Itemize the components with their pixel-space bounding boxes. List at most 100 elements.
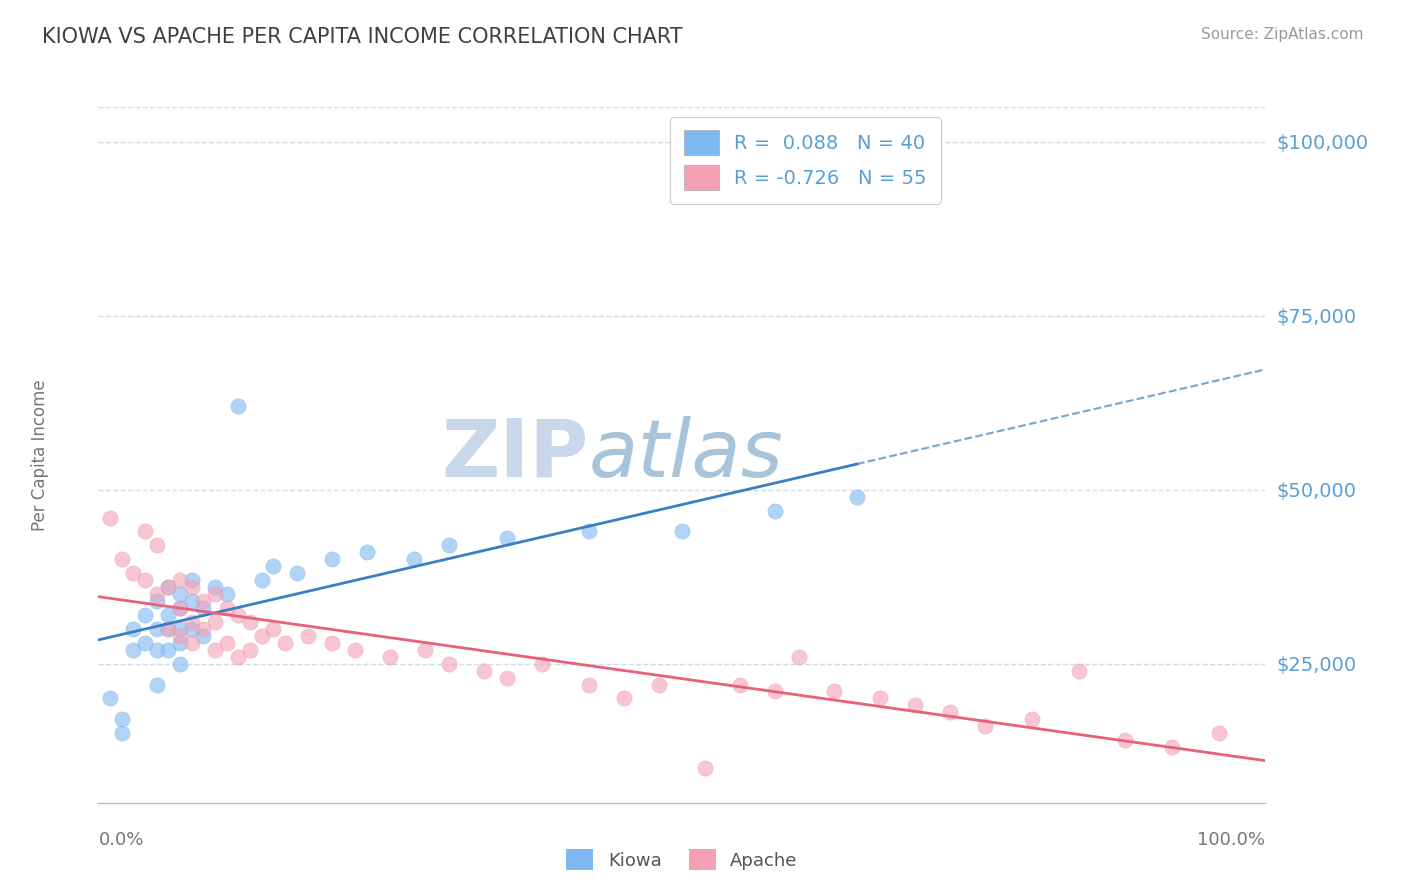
Point [169,622,191,636]
Point [169,636,191,650]
Point [146,677,169,691]
Point [1021,712,1043,726]
Point [180,636,202,650]
Point [193,629,215,643]
Point [146,622,169,636]
Point [204,587,226,601]
Point [823,684,845,698]
Point [613,691,636,706]
Text: KIOWA VS APACHE PER CAPITA INCOME CORRELATION CHART: KIOWA VS APACHE PER CAPITA INCOME CORREL… [42,27,683,46]
Text: 100.0%: 100.0% [1198,830,1265,848]
Point [228,649,250,664]
Point [169,601,191,615]
Point [495,671,517,685]
Point [869,691,891,706]
Point [671,524,693,539]
Text: atlas: atlas [589,416,783,494]
Point [157,580,180,594]
Point [974,719,997,733]
Point [146,594,169,608]
Point [904,698,927,713]
Point [98,510,121,524]
Point [239,642,262,657]
Point [204,580,226,594]
Point [193,594,215,608]
Point [134,573,156,587]
Point [180,580,202,594]
Point [250,573,273,587]
Point [157,580,180,594]
Point [98,691,121,706]
Point [111,712,134,726]
Point [530,657,553,671]
Point [297,629,319,643]
Point [437,657,460,671]
Point [250,629,273,643]
Point [402,552,425,566]
Point [157,622,180,636]
Point [122,566,145,581]
Point [578,524,600,539]
Point [1161,740,1184,755]
Point [111,726,134,740]
Legend: R =  0.088   N = 40, R = -0.726   N = 55: R = 0.088 N = 40, R = -0.726 N = 55 [671,117,941,203]
Point [274,636,297,650]
Point [180,622,202,636]
Point [193,601,215,615]
Point [146,642,169,657]
Point [157,622,180,636]
Point [356,545,378,559]
Point [495,532,517,546]
Point [180,573,202,587]
Point [578,677,600,691]
Point [204,615,226,629]
Point [730,677,752,691]
Point [157,642,180,657]
Point [157,607,180,622]
Point [437,538,460,552]
Point [169,601,191,615]
Text: ZIP: ZIP [441,416,589,494]
Point [239,615,262,629]
Point [321,636,343,650]
Point [146,538,169,552]
Point [846,490,869,504]
Point [1067,664,1090,678]
Point [122,642,145,657]
Point [122,622,145,636]
Point [134,607,156,622]
Point [180,615,202,629]
Point [647,677,669,691]
Point [180,594,202,608]
Point [413,642,436,657]
Text: Source: ZipAtlas.com: Source: ZipAtlas.com [1201,27,1364,42]
Point [193,622,215,636]
Point [262,622,284,636]
Text: Per Capita Income: Per Capita Income [31,379,49,531]
Point [378,649,402,664]
Point [134,524,156,539]
Point [204,642,226,657]
Point [1208,726,1230,740]
Point [215,636,238,650]
Point [215,601,238,615]
Point [321,552,343,566]
Point [763,503,786,517]
Point [285,566,308,581]
Point [169,657,191,671]
Point [695,761,717,775]
Point [111,552,134,566]
Point [169,587,191,601]
Point [763,684,786,698]
Point [215,587,238,601]
Point [787,649,810,664]
Point [344,642,367,657]
Text: 0.0%: 0.0% [98,830,143,848]
Point [134,636,156,650]
Point [169,573,191,587]
Point [228,607,250,622]
Point [262,559,284,574]
Point [146,587,169,601]
Point [1114,733,1136,747]
Point [169,629,191,643]
